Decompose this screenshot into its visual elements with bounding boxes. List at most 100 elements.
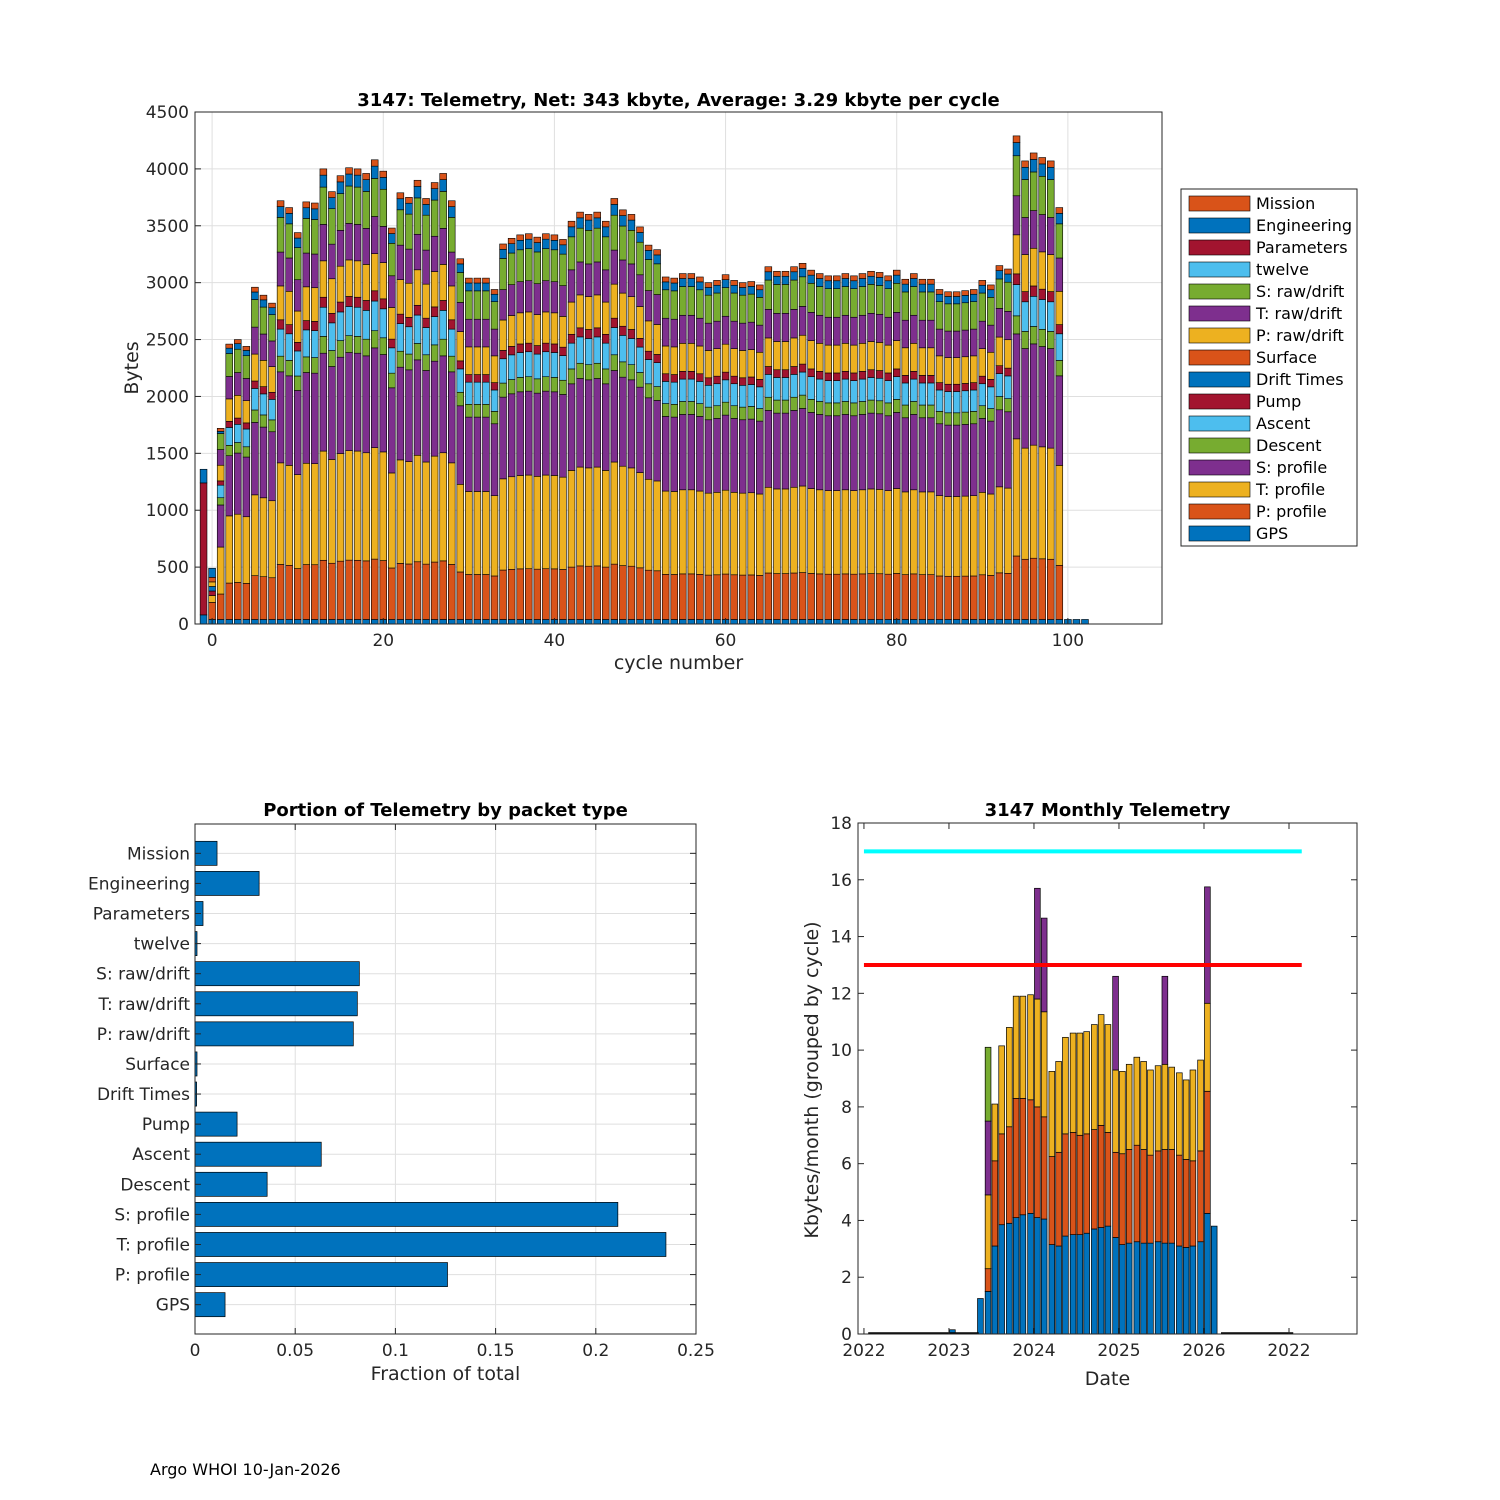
bar-segment [918,319,927,349]
bar-segment [1038,157,1046,165]
bar-segment [370,165,379,179]
bar-segment [216,504,225,548]
bar-segment [815,371,824,380]
bar-segment [892,412,901,489]
bar-segment [713,619,721,625]
bar-segment [756,289,764,298]
bar-segment [1029,210,1038,249]
bar-segment [1029,619,1038,625]
bar-segment [995,270,1004,280]
bar-segment [1038,251,1046,290]
bar-segment [730,280,738,286]
bar-segment [807,312,815,341]
bar-segment [448,200,456,207]
bar-segment [1047,301,1055,332]
bar-segment [1029,152,1038,160]
bar-segment [944,391,952,414]
bar-segment [627,296,636,330]
bar-segment [1189,1245,1197,1335]
bar-segment [430,271,439,308]
bar-segment [1154,1065,1162,1152]
x-tick-label: 2022 [1267,1341,1310,1361]
bar-segment [687,619,696,625]
bar-segment [584,230,593,265]
bar-segment [559,355,567,381]
bar-segment [302,462,310,565]
legend-swatch [1188,305,1251,322]
chart-monthly-telemetry: 0 2 4 6 8 10 12 14 16 18 2022 2023 2024 2025 2026 2022 3… [801,800,1358,1390]
bar-segment [388,619,396,625]
y-tick-label: 18 [830,814,852,834]
bar-segment [336,356,345,454]
bar-segment [884,490,892,575]
bar-segment [610,327,619,356]
bar-segment [721,371,730,381]
bar-segment [815,314,824,344]
bar-segment [687,286,696,316]
bar-segment [918,347,927,376]
bar-segment [1091,1228,1098,1335]
bar-segment [824,619,832,625]
bar-segment [747,293,755,323]
bar-segment [790,486,798,574]
bar-segment [661,373,670,382]
bar-segment [602,619,610,625]
bar-segment [242,428,251,448]
bar-segment [559,316,567,348]
bar-segment [439,310,447,340]
bar-segment [764,309,773,339]
bar-segment [285,375,293,466]
bar-segment [1133,1144,1141,1243]
bar-segment [824,275,832,282]
bar-segment [405,353,413,371]
bar-segment [388,227,396,234]
bar-segment [738,377,747,386]
bar-segment [542,280,550,313]
bar-segment [867,275,875,285]
bar-segment [944,296,952,305]
bar-segment [268,399,276,421]
bar-segment [1012,135,1021,143]
bar-segment [362,560,370,620]
bar-segment [567,269,576,303]
bar-segment [388,233,396,244]
bar-segment [507,243,516,254]
bar-segment [576,378,584,468]
bar-segment [242,446,251,458]
bar-segment [525,376,533,392]
bar-segment [841,619,850,625]
bar-segment [1112,975,1119,1071]
bar-segment [644,359,653,385]
bar-segment [413,186,422,199]
bar-segment [798,619,807,625]
bar-segment [336,193,345,231]
bar-segment [525,619,533,625]
legend-swatch [1188,283,1251,300]
bar-segment [482,381,490,405]
bar-segment [516,240,524,251]
bar-segment [661,490,670,575]
bar-segment [1048,1156,1056,1245]
bar-segment [764,572,773,620]
bar-segment [867,341,875,371]
bar-segment [1176,1072,1183,1156]
bar-segment [430,455,439,563]
bar-segment [610,198,619,205]
bar-segment [396,198,405,211]
bar-segment [661,317,670,347]
bar-segment [858,273,867,279]
bar-segment [234,424,242,443]
y-tick-label: 500 [157,558,189,578]
bar-segment [661,381,670,404]
bar-segment [302,207,310,219]
bar-segment [653,324,661,355]
bar-segment [319,168,328,176]
bar-segment [998,1224,1005,1335]
bar-segment [328,562,336,620]
bar-segment [1182,1079,1190,1160]
bar-segment [396,459,405,564]
bar-segment [833,280,841,289]
bar-segment [550,249,559,282]
bar-segment [1104,1024,1112,1133]
bar-segment [867,488,875,574]
